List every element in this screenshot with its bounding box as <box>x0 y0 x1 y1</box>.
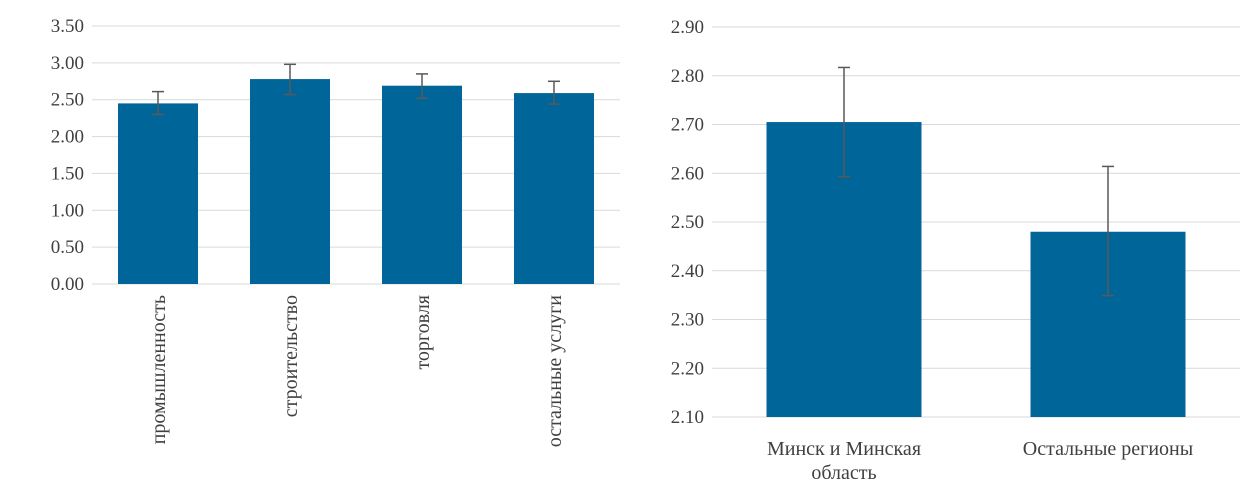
industry-y-tick-label: 0.50 <box>51 237 84 258</box>
industry-bar <box>382 85 462 284</box>
industry-category-label: промышленность <box>148 295 170 444</box>
region-y-tick-label: 2.10 <box>671 407 704 428</box>
industry-y-tick-label: 1.50 <box>51 163 84 184</box>
industry-bar <box>118 103 198 285</box>
region-y-tick-label: 2.50 <box>671 212 704 233</box>
region-y-tick-label: 2.90 <box>671 17 704 38</box>
industry-y-tick-label: 2.00 <box>51 127 84 148</box>
industry-category-label: торговля <box>412 295 434 370</box>
region-category-label: Минск и Минская область <box>767 438 921 484</box>
industry-category-label: строительство <box>280 295 302 417</box>
region-y-tick-label: 2.70 <box>671 115 704 136</box>
region-y-tick-label: 2.80 <box>671 66 704 87</box>
industry-category-label: остальные услуги <box>544 295 566 448</box>
industry-bar <box>514 93 594 284</box>
region-y-tick-label: 2.20 <box>671 358 704 379</box>
region-category-label: Остальные регионы <box>1023 438 1193 460</box>
industry-y-tick-label: 2.50 <box>51 90 84 111</box>
industry-y-tick-label: 1.00 <box>51 200 84 221</box>
region-y-tick-label: 2.60 <box>671 163 704 184</box>
industry-y-tick-label: 3.00 <box>51 53 84 74</box>
region-y-tick-label: 2.40 <box>671 261 704 282</box>
industry-y-tick-label: 0.00 <box>51 274 84 295</box>
industry-y-tick-label: 3.50 <box>51 16 84 37</box>
region-y-tick-label: 2.30 <box>671 310 704 331</box>
industry-bar <box>250 79 330 285</box>
